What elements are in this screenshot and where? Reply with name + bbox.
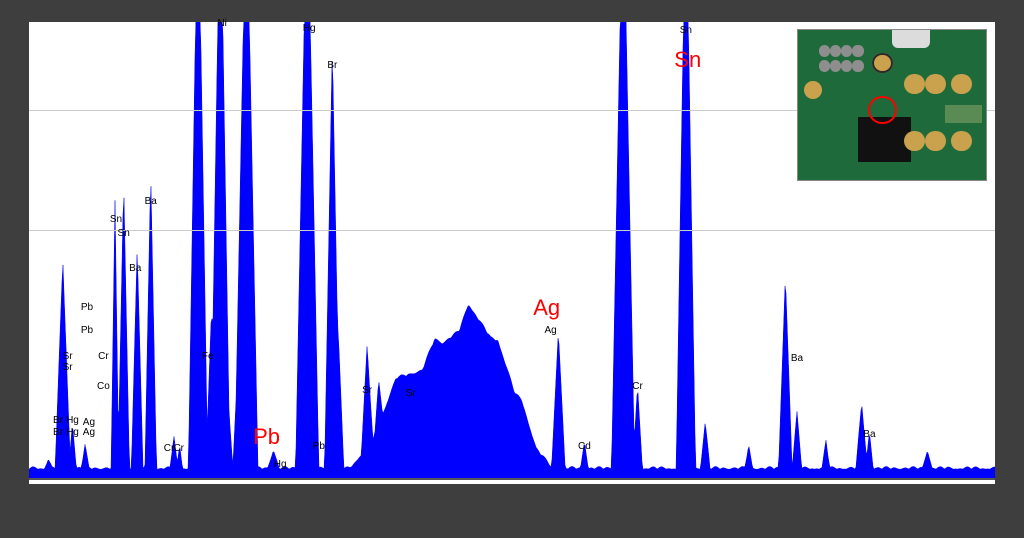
pcb-pad — [852, 60, 863, 71]
pcb-pad — [804, 81, 823, 100]
grid-line — [29, 230, 995, 231]
pcb-pad — [904, 74, 925, 95]
pcb-pad — [872, 53, 893, 74]
pcb-pad — [841, 60, 852, 71]
pcb-pad — [951, 131, 972, 152]
pcb-notch — [892, 30, 930, 48]
pcb-silkscreen — [945, 105, 983, 123]
spectrum-plot: BrBrHgHgSrSrPbPbAgAgCoCrSnSnBaBaCrCrFeNi… — [29, 22, 995, 484]
inset-pcb — [797, 29, 987, 181]
pcb-pad — [904, 131, 925, 152]
x-axis — [29, 478, 995, 480]
pcb-pad — [925, 74, 946, 95]
pcb-pad — [925, 131, 946, 152]
pcb-pad — [841, 45, 852, 56]
pcb-pad — [830, 45, 841, 56]
pcb-pad — [819, 45, 830, 56]
pcb-pad — [951, 74, 972, 95]
inset-marker — [868, 96, 896, 124]
pcb-pad — [852, 45, 863, 56]
pcb-pad — [830, 60, 841, 71]
pcb-pad — [819, 60, 830, 71]
